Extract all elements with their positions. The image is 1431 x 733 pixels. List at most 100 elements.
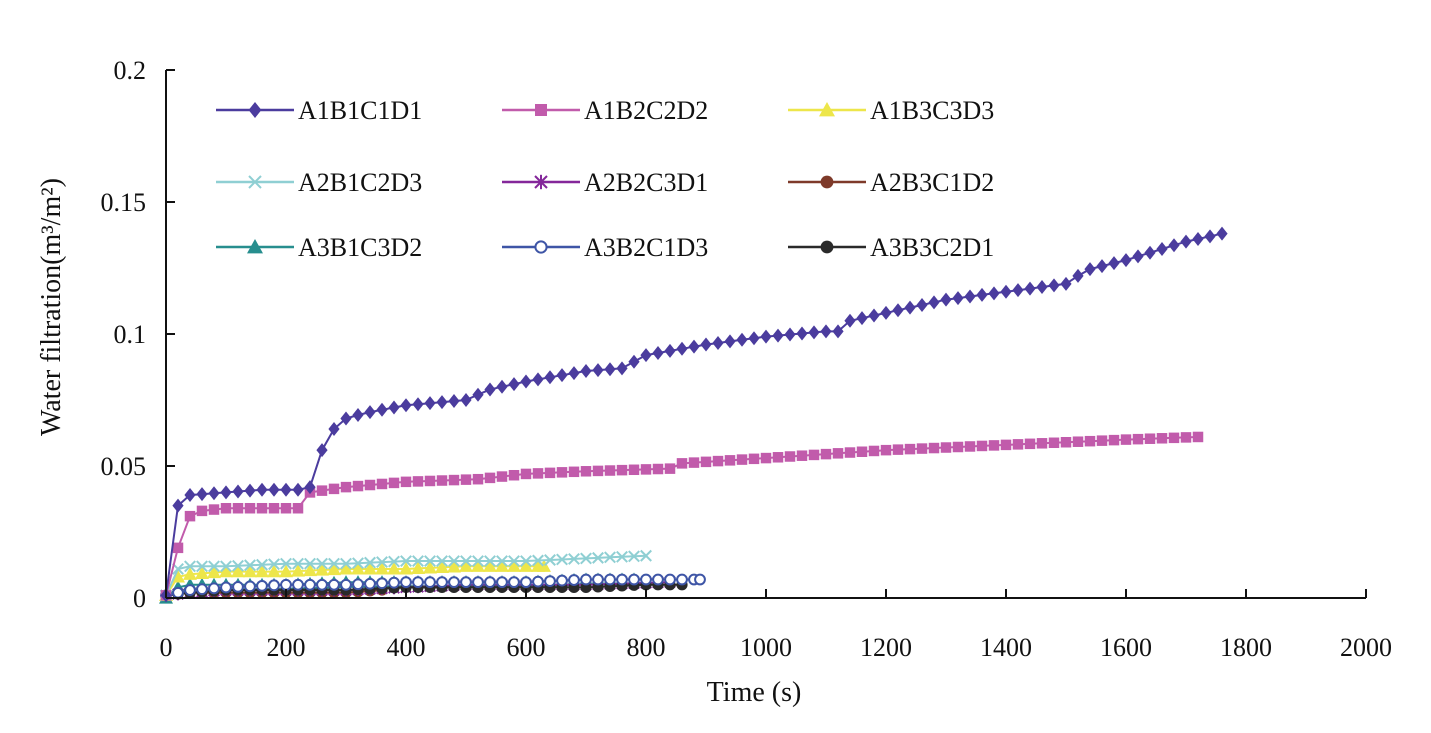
data-point	[556, 467, 568, 478]
data-point	[616, 573, 628, 586]
data-point	[376, 478, 388, 490]
data-point	[640, 573, 652, 586]
data-point	[1000, 284, 1012, 299]
data-point	[244, 502, 256, 514]
data-point	[508, 576, 520, 589]
data-point	[544, 467, 556, 479]
legend-label: A1B2C2D2	[584, 96, 708, 125]
data-point	[412, 476, 424, 487]
data-point	[436, 475, 448, 486]
data-point	[268, 558, 280, 571]
data-point	[616, 550, 628, 563]
legend-label: A2B3C1D2	[870, 168, 994, 197]
series-line-A1B1C1D1	[165, 232, 1223, 596]
data-point	[388, 477, 400, 489]
data-point	[760, 452, 772, 464]
data-point	[532, 575, 544, 588]
data-point	[592, 363, 604, 378]
data-point	[267, 564, 281, 578]
data-point	[363, 561, 377, 575]
data-point	[388, 400, 400, 415]
data-point	[784, 451, 796, 462]
data-point	[255, 564, 269, 578]
data-point	[280, 482, 292, 497]
data-point	[1024, 438, 1036, 450]
data-point	[280, 557, 292, 570]
data-point	[652, 463, 664, 475]
data-point	[304, 557, 316, 570]
data-point	[196, 487, 208, 502]
x-tick-label: 1800	[1220, 633, 1272, 662]
data-point	[1132, 433, 1144, 445]
data-point	[640, 464, 652, 475]
x-tick-label: 0	[160, 633, 173, 662]
data-point	[496, 471, 508, 482]
data-point	[352, 480, 364, 492]
x-axis-title: Time (s)	[707, 677, 802, 708]
data-point	[652, 346, 664, 361]
data-point	[808, 325, 820, 340]
series-line-A3B2C1D3	[165, 578, 700, 597]
data-point	[208, 582, 220, 595]
data-point	[592, 465, 604, 477]
data-point	[532, 554, 544, 567]
data-point	[448, 474, 460, 486]
data-point	[736, 454, 748, 465]
data-point	[232, 559, 244, 572]
data-point	[820, 448, 832, 460]
data-point	[1168, 238, 1180, 253]
data-point	[700, 456, 712, 468]
data-point	[303, 563, 317, 577]
data-point	[388, 555, 400, 568]
data-point	[520, 576, 532, 589]
data-point	[256, 502, 268, 514]
data-point	[916, 297, 928, 312]
data-point	[568, 552, 580, 565]
data-point	[447, 559, 461, 573]
data-point	[1108, 434, 1120, 446]
data-point	[220, 485, 232, 500]
data-point	[328, 578, 340, 591]
data-point	[400, 576, 412, 589]
data-point	[340, 411, 352, 426]
data-point	[976, 440, 988, 452]
data-point	[387, 561, 401, 575]
data-point	[628, 573, 640, 586]
data-point	[207, 565, 221, 579]
data-point	[568, 574, 580, 586]
data-point	[352, 578, 364, 591]
data-point	[640, 549, 652, 562]
data-point	[544, 370, 556, 385]
data-point	[868, 308, 880, 323]
data-point	[1144, 433, 1156, 444]
legend-item-A3B3C2D1: A3B3C2D1	[788, 233, 994, 262]
data-point	[208, 504, 220, 515]
data-point	[496, 576, 508, 589]
data-point	[1180, 432, 1192, 443]
legend-item-A1B1C1D1: A1B1C1D1	[216, 96, 422, 125]
y-axis-title: Water filtration(m³/m²)	[36, 178, 67, 436]
data-point	[580, 552, 592, 565]
data-point	[268, 482, 280, 497]
data-point	[628, 464, 640, 476]
data-point	[592, 551, 604, 564]
data-point	[244, 483, 256, 498]
data-point	[700, 337, 712, 352]
data-point	[316, 485, 328, 496]
data-point	[352, 557, 364, 570]
data-point	[472, 576, 484, 589]
data-point	[483, 559, 497, 572]
data-point	[544, 575, 556, 588]
data-point	[808, 449, 820, 461]
data-point	[316, 557, 328, 570]
data-point	[328, 557, 340, 570]
data-point	[1180, 234, 1192, 249]
data-point	[952, 441, 964, 453]
y-tick-label: 0.15	[101, 188, 147, 217]
data-point	[400, 476, 412, 488]
data-point	[459, 559, 473, 572]
data-point	[556, 368, 568, 383]
data-point	[844, 313, 856, 328]
data-point	[652, 573, 664, 586]
data-point	[412, 397, 424, 412]
